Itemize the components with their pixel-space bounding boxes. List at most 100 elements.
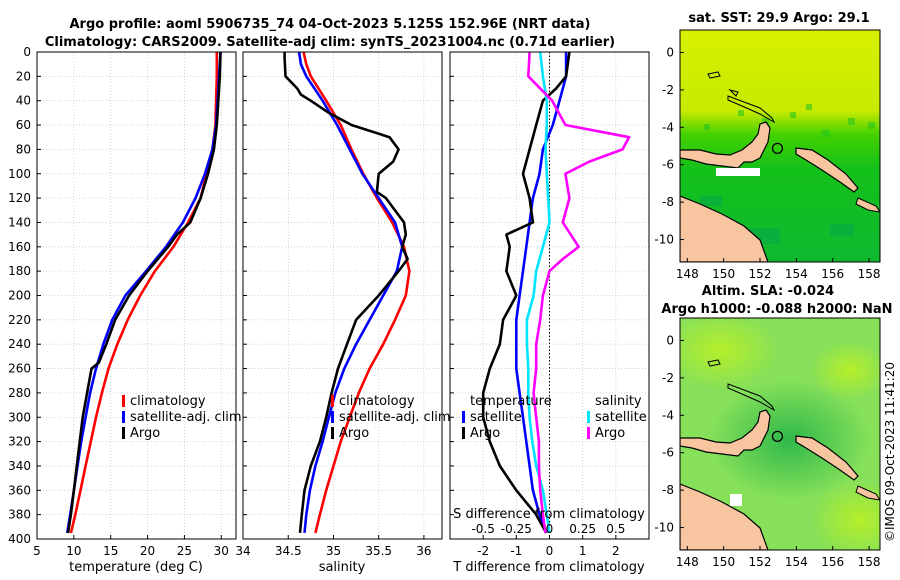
map-y-tick-label: -8 [662, 195, 674, 209]
map-x-tick-label: 152 [749, 555, 772, 569]
salinity-difference-ticks: -0.5 -0.25 0 0.25 0.5 [471, 522, 625, 536]
sla-high-anomaly-ne [810, 340, 880, 400]
land-new-ireland [727, 383, 776, 412]
map-y-tick-label: -8 [662, 483, 674, 497]
difference-panel: -2 -1 0 1 2 -0.5 -0.25 0 0.25 0.5 S difference f… [449, 51, 650, 575]
map-x-tick-label: 156 [821, 267, 844, 281]
difference-frame [449, 51, 650, 540]
depth-tick-label: 180 [8, 264, 31, 278]
x-tick-label: 34 [235, 544, 250, 558]
land-new-guinea [680, 483, 769, 550]
legend-climatology-label: climatology [339, 394, 415, 409]
temperature-legend: climatology satellite-adj. clim Argo [122, 394, 242, 441]
land-solomons [855, 485, 880, 501]
s-difference-tick-label: -0.25 [501, 522, 532, 536]
sst-map-y-ticks: 0 -2 -4 -6 -8 -10 [654, 45, 684, 247]
legend-argo-swatch [122, 427, 125, 439]
sla-high-anomaly [680, 318, 780, 390]
salinity-series [283, 51, 411, 534]
temperature-xlabel: temperature (deg C) [69, 560, 203, 575]
depth-tick-label: 360 [8, 483, 31, 497]
map-x-tick-label: 158 [858, 555, 881, 569]
legend-argo-label: Argo [339, 426, 369, 441]
sla-map-title-line1: Altim. SLA: -0.024 [702, 284, 834, 299]
sst-map: sat. SST: 29.9 Argo: 29.1 [654, 11, 880, 281]
s-difference-tick-label: 0.5 [606, 522, 625, 536]
depth-tick-label: 60 [16, 118, 31, 132]
temperature-x-ticks: 5 10 15 20 25 30 [33, 544, 229, 558]
depth-tick-label: 400 [8, 532, 31, 546]
legend-s-argo-swatch [587, 427, 590, 439]
series-line-salinity-satellite [525, 51, 551, 534]
depth-tick-label: 20 [16, 69, 31, 83]
difference-grid [450, 51, 649, 540]
sst-map-title: sat. SST: 29.9 Argo: 29.1 [688, 11, 869, 26]
series-line-temperature-satellite [514, 52, 568, 534]
temperature-frame [36, 51, 237, 540]
depth-tick-label: 80 [16, 142, 31, 156]
legend-salinity-title: salinity [595, 394, 642, 409]
land-solomons [855, 197, 880, 213]
depth-tick-label: 100 [8, 167, 31, 181]
map-y-tick-label: -2 [662, 83, 674, 97]
difference-x-ticks: -2 -1 0 1 2 [477, 544, 619, 558]
x-tick-label: -2 [477, 544, 489, 558]
argo-location-marker [771, 430, 784, 442]
legend-s-argo-label: Argo [595, 426, 625, 441]
x-tick-label: 10 [66, 544, 81, 558]
map-y-tick-label: -4 [662, 408, 674, 422]
figure-title-line2: Climatology: CARS2009. Satellite-adj cli… [45, 35, 615, 50]
legend-s-satellite-label: satellite [595, 410, 647, 425]
depth-tick-label: 380 [8, 508, 31, 522]
legend-s-satellite-swatch [587, 411, 590, 423]
x-tick-label: -1 [510, 544, 522, 558]
legend-argo-label: Argo [130, 426, 160, 441]
s-difference-tick-label: 0.25 [569, 522, 596, 536]
legend-climatology-swatch [122, 395, 125, 407]
depth-tick-label: 140 [8, 215, 31, 229]
legend-argo-swatch [331, 427, 334, 439]
land-islets [707, 359, 721, 367]
land-islets [707, 71, 739, 97]
depth-tick-label: 0 [23, 45, 31, 59]
series-line-argo [66, 51, 222, 534]
x-tick-label: 34.5 [275, 544, 302, 558]
difference-legend-salinity: salinity satellite Argo [587, 394, 647, 441]
depth-tick-label: 320 [8, 435, 31, 449]
difference-xlabel: T difference from climatology [452, 560, 645, 575]
x-tick-label: 0 [546, 544, 554, 558]
sla-high-anomaly-se [810, 480, 880, 550]
depth-tick-label: 340 [8, 459, 31, 473]
map-x-tick-label: 148 [676, 267, 699, 281]
map-x-tick-label: 150 [712, 267, 735, 281]
depth-tick-label: 200 [8, 289, 31, 303]
sst-map-field [680, 30, 880, 262]
land-new-britain [680, 121, 771, 169]
land-new-ireland [727, 95, 776, 124]
map-x-tick-label: 152 [749, 267, 772, 281]
salinity-panel: 34 34.5 35 35.5 36 salinity climatology sate… [235, 51, 451, 575]
salinity-frame [242, 51, 443, 540]
map-y-tick-label: -6 [662, 446, 674, 460]
sla-map-x-ticks: 148 150 152 154 156 158 [676, 546, 881, 569]
sla-map: Altim. SLA: -0.024 Argo h1000: -0.088 h2… [654, 284, 892, 569]
temperature-grid [36, 51, 236, 540]
legend-climatology-label: climatology [130, 394, 206, 409]
sla-map-field [680, 318, 880, 550]
x-tick-label: 15 [103, 544, 118, 558]
depth-tick-label: 280 [8, 386, 31, 400]
depth-tick-label: 260 [8, 362, 31, 376]
s-difference-tick-label: 0 [546, 522, 554, 536]
land-new-britain [680, 409, 771, 457]
x-tick-label: 35.5 [365, 544, 392, 558]
depth-tick-label: 240 [8, 337, 31, 351]
depth-tick-label: 120 [8, 191, 31, 205]
x-tick-label: 30 [214, 544, 229, 558]
sla-nodata-patch [730, 494, 742, 506]
map-y-tick-label: 0 [666, 45, 674, 59]
figure-title-line1: Argo profile: aoml 5906735_74 04-Oct-202… [70, 17, 591, 32]
sla-low-anomaly [710, 380, 870, 500]
legend-satellite-label: satellite-adj. clim [130, 410, 242, 425]
map-y-tick-label: -10 [654, 233, 674, 247]
sst-map-frame [679, 29, 881, 263]
